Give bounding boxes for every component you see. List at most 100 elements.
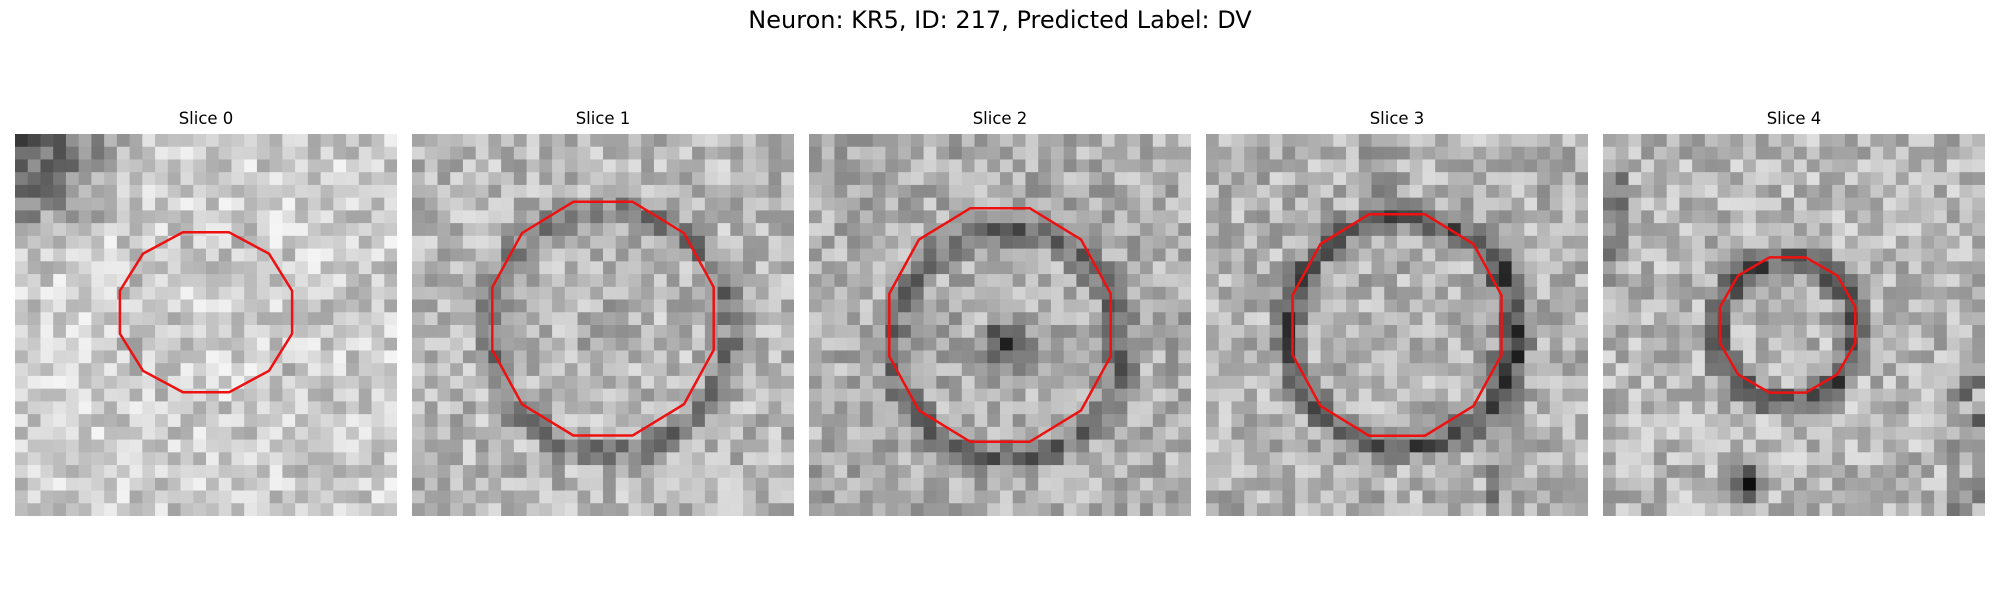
image-pixel — [1603, 210, 1617, 224]
image-pixel — [488, 223, 502, 237]
image-pixel — [923, 325, 937, 339]
image-pixel — [307, 299, 322, 313]
image-pixel — [1921, 299, 1935, 313]
image-pixel — [847, 134, 861, 148]
image-pixel — [1628, 223, 1642, 237]
image-pixel — [834, 235, 848, 250]
image-pixel — [450, 197, 464, 211]
image-pixel — [1717, 439, 1731, 453]
image-pixel — [755, 337, 770, 352]
image-pixel — [1409, 465, 1424, 479]
image-pixel — [218, 414, 233, 428]
image-pixel — [155, 337, 169, 352]
image-pixel — [282, 146, 296, 161]
image-pixel — [1152, 337, 1167, 352]
image-pixel — [1844, 477, 1859, 492]
image-pixel — [1140, 184, 1154, 199]
image-pixel — [692, 159, 706, 173]
image-pixel — [1012, 350, 1027, 364]
image-pixel — [1832, 248, 1846, 262]
image-pixel — [1498, 235, 1513, 250]
image-pixel — [577, 363, 591, 377]
image-pixel — [307, 503, 322, 516]
image-pixel — [1050, 503, 1065, 516]
image-pixel — [269, 235, 283, 250]
image-pixel — [488, 490, 502, 504]
image-pixel — [1320, 375, 1334, 390]
image-pixel — [859, 223, 874, 237]
image-pixel — [1959, 337, 1973, 352]
image-pixel — [1358, 490, 1373, 504]
image-pixel — [412, 401, 426, 415]
image-pixel — [679, 350, 693, 364]
image-pixel — [1218, 426, 1233, 441]
image-pixel — [1895, 146, 1910, 161]
image-pixel — [40, 274, 54, 288]
image-pixel — [1333, 350, 1347, 364]
image-pixel — [898, 146, 912, 161]
image-pixel — [1511, 210, 1525, 224]
image-pixel — [1346, 375, 1360, 390]
image-pixel — [898, 235, 912, 250]
image-pixel — [53, 439, 67, 453]
image-pixel — [1653, 439, 1668, 453]
image-pixel — [437, 197, 451, 211]
image-pixel — [1256, 235, 1271, 250]
image-pixel — [1768, 337, 1782, 352]
image-pixel — [1794, 337, 1808, 352]
image-pixel — [1615, 299, 1630, 313]
image-pixel — [743, 337, 757, 352]
image-pixel — [1819, 172, 1833, 186]
image-pixel — [564, 299, 579, 313]
image-pixel — [1025, 337, 1039, 352]
image-pixel — [155, 325, 169, 339]
image-pixel — [704, 312, 719, 326]
image-pixel — [256, 197, 271, 211]
image-pixel — [116, 426, 131, 441]
image-pixel — [1256, 172, 1271, 186]
image-pixel — [1165, 452, 1179, 466]
image-pixel — [1063, 312, 1077, 326]
image-pixel — [1511, 197, 1525, 211]
image-pixel — [218, 401, 233, 415]
image-pixel — [1101, 375, 1116, 390]
image-pixel — [539, 388, 553, 402]
image-pixel — [768, 350, 782, 364]
image-pixel — [1603, 172, 1617, 186]
image-pixel — [987, 312, 1001, 326]
image-pixel — [539, 477, 553, 492]
image-pixel — [1575, 197, 1588, 211]
image-pixel — [936, 337, 950, 352]
image-pixel — [1857, 337, 1871, 352]
image-pixel — [437, 325, 451, 339]
image-pixel — [1883, 134, 1897, 148]
image-pixel — [666, 184, 680, 199]
image-pixel — [910, 286, 925, 301]
image-pixel — [1447, 401, 1462, 415]
image-pixel — [40, 312, 54, 326]
image-pixel — [1511, 146, 1525, 161]
image-pixel — [552, 223, 566, 237]
image-pixel — [1806, 401, 1821, 415]
image-pixel — [269, 439, 283, 453]
image-pixel — [1114, 146, 1128, 161]
image-pixel — [1870, 503, 1884, 516]
image-pixel — [1460, 197, 1474, 211]
image-pixel — [155, 172, 169, 186]
image-pixel — [872, 261, 886, 275]
image-pixel — [462, 286, 477, 301]
image-pixel — [885, 388, 899, 402]
image-pixel — [1050, 299, 1065, 313]
image-pixel — [1127, 210, 1141, 224]
image-pixel — [358, 159, 373, 173]
image-pixel — [1628, 172, 1642, 186]
image-pixel — [462, 210, 477, 224]
image-pixel — [1422, 350, 1436, 364]
image-pixel — [1063, 337, 1077, 352]
image-pixel — [1921, 503, 1935, 516]
image-pixel — [768, 184, 782, 199]
image-pixel — [282, 299, 296, 313]
image-pixel — [40, 426, 54, 441]
image-pixel — [679, 490, 693, 504]
image-pixel — [488, 465, 502, 479]
